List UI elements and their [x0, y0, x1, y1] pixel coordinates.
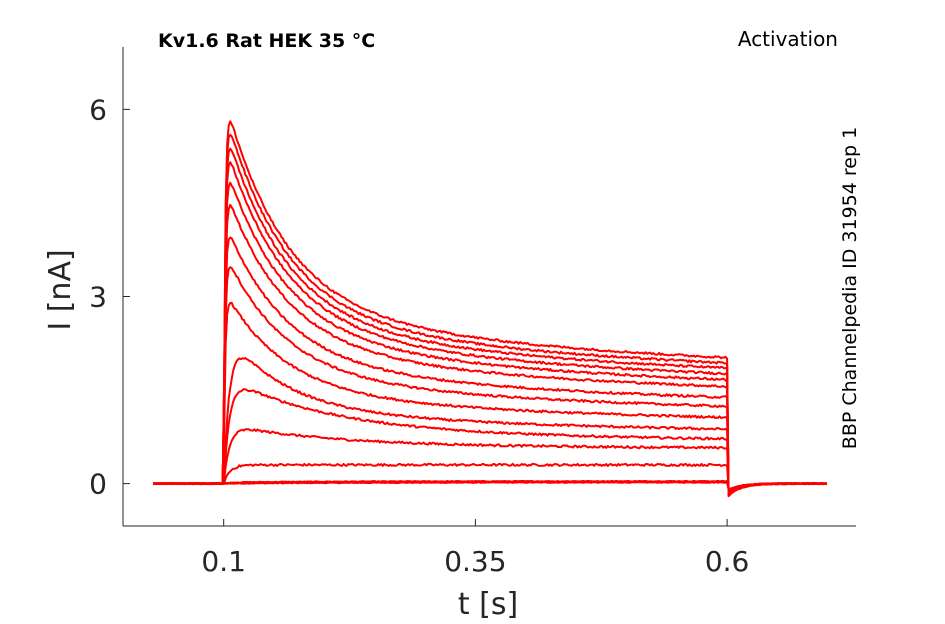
chart-title: Kv1.6 Rat HEK 35 °C	[158, 30, 375, 52]
plot-area: 0.1 0.35 0.6 0 3 6	[89, 47, 856, 578]
y-tick-label: 0	[89, 468, 107, 501]
source-id-label: BBP Channelpedia ID 31954 rep 1	[839, 127, 861, 449]
protocol-label: Activation	[738, 27, 838, 51]
current-trace-7	[152, 301, 828, 495]
y-axis-label: I [nA]	[43, 249, 78, 330]
x-tick-label: 0.1	[201, 545, 246, 578]
current-trace-9	[153, 236, 828, 495]
current-trace-3	[153, 462, 828, 492]
current-trace-13	[153, 147, 828, 497]
axis-ticks: 0.1 0.35 0.6 0 3 6	[89, 93, 749, 578]
current-trace-1	[153, 481, 827, 491]
current-trace-12	[152, 161, 827, 497]
current-trace-15	[153, 120, 828, 498]
current-trace-8	[153, 266, 827, 494]
current-trace-10	[153, 203, 828, 496]
current-traces	[152, 120, 828, 498]
x-tick-label: 0.35	[444, 545, 506, 578]
current-trace-2	[153, 479, 827, 491]
x-tick-label: 0.6	[705, 545, 750, 578]
y-tick-label: 6	[89, 93, 107, 126]
current-trace-5	[153, 388, 827, 493]
current-trace-6	[153, 357, 827, 493]
y-tick-label: 3	[89, 280, 107, 313]
current-trace-14	[153, 133, 828, 497]
x-axis-label: t [s]	[458, 587, 518, 622]
current-trace-4	[152, 428, 828, 492]
current-trace-11	[153, 181, 828, 497]
